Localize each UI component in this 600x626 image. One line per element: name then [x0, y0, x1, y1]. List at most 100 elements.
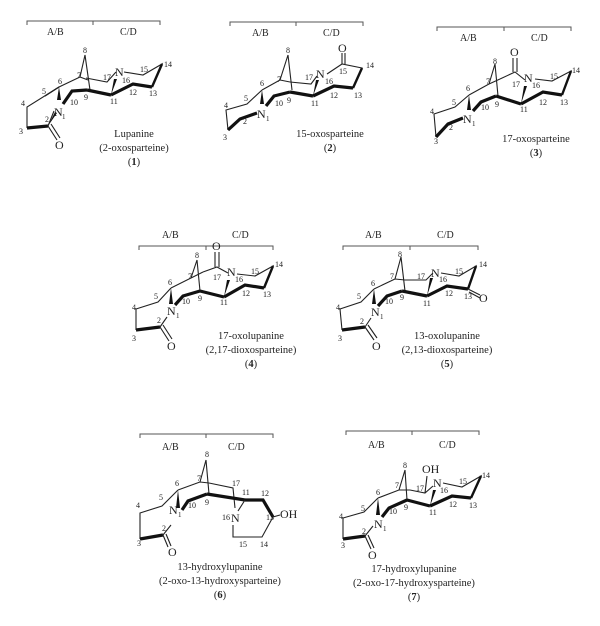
svg-text:8: 8 [493, 57, 497, 66]
compound-3-caption: 17-oxosparteine (3) [502, 134, 570, 159]
svg-text:16: 16 [532, 81, 540, 90]
svg-text:6: 6 [168, 278, 172, 287]
svg-text:6: 6 [466, 84, 470, 93]
svg-text:14: 14 [572, 66, 580, 75]
svg-text:4: 4 [132, 303, 136, 312]
svg-text:1: 1 [176, 312, 180, 320]
svg-text:A/B: A/B [368, 440, 385, 451]
svg-text:10: 10 [70, 98, 78, 107]
svg-text:A/B: A/B [47, 27, 64, 38]
svg-text:5: 5 [159, 493, 163, 502]
svg-text:9: 9 [404, 503, 408, 512]
compound-5-caption: 13-oxolupanine (2,13-dioxosparteine) (5) [401, 331, 493, 370]
svg-text:7: 7 [486, 77, 490, 86]
svg-text:1: 1 [178, 511, 182, 519]
svg-text:C/D: C/D [531, 33, 548, 44]
svg-text:4: 4 [336, 303, 340, 312]
svg-text:1: 1 [383, 525, 387, 533]
svg-text:A/B: A/B [162, 442, 179, 453]
svg-text:C/D: C/D [232, 230, 249, 241]
svg-text:9: 9 [198, 294, 202, 303]
svg-text:14: 14 [479, 260, 487, 269]
svg-text:1: 1 [472, 120, 476, 128]
svg-text:11: 11 [110, 97, 118, 106]
compound-2-caption: 15-oxosparteine (2) [296, 129, 364, 154]
svg-text:5: 5 [357, 292, 361, 301]
svg-text:12: 12 [539, 98, 547, 107]
svg-text:9: 9 [287, 96, 291, 105]
svg-text:N: N [169, 503, 178, 517]
svg-text:12: 12 [449, 500, 457, 509]
svg-text:6: 6 [376, 488, 380, 497]
svg-text:12: 12 [445, 289, 453, 298]
svg-text:12: 12 [261, 489, 269, 498]
svg-text:O: O [368, 548, 377, 562]
compound-6-caption: 13-hydroxylupanine (2-oxo-13-hydroxyspar… [159, 562, 281, 601]
svg-text:7: 7 [77, 71, 81, 80]
svg-text:1: 1 [266, 115, 270, 123]
svg-text:12: 12 [330, 91, 338, 100]
svg-text:1: 1 [62, 113, 66, 121]
svg-text:2: 2 [157, 316, 161, 325]
svg-text:6: 6 [58, 77, 62, 86]
svg-text:10: 10 [275, 99, 283, 108]
svg-text:A/B: A/B [162, 230, 179, 241]
svg-text:N: N [371, 305, 380, 319]
svg-text:O: O [167, 339, 176, 353]
svg-text:10: 10 [182, 297, 190, 306]
svg-text:4: 4 [430, 107, 434, 116]
svg-text:N: N [316, 67, 325, 81]
svg-text:13: 13 [263, 290, 271, 299]
svg-text:15: 15 [339, 67, 347, 76]
svg-text:11: 11 [311, 99, 319, 108]
svg-text:11: 11 [220, 298, 228, 307]
svg-text:3: 3 [338, 334, 342, 343]
svg-text:2: 2 [45, 115, 49, 124]
svg-text:17: 17 [417, 272, 425, 281]
svg-text:13: 13 [354, 91, 362, 100]
svg-text:15: 15 [550, 72, 558, 81]
svg-text:2: 2 [243, 117, 247, 126]
svg-text:14: 14 [164, 60, 172, 69]
svg-text:8: 8 [83, 46, 87, 55]
svg-text:8: 8 [205, 450, 209, 459]
svg-text:13: 13 [469, 501, 477, 510]
svg-text:14: 14 [275, 260, 283, 269]
svg-text:4: 4 [136, 501, 140, 510]
svg-text:17: 17 [232, 479, 240, 488]
compound-4-caption: 17-oxolupanine (2,17-dioxosparteine) (4) [205, 331, 297, 370]
svg-text:C/D: C/D [439, 440, 456, 451]
svg-text:3: 3 [434, 137, 438, 146]
svg-text:16: 16 [222, 513, 230, 522]
svg-text:10: 10 [389, 507, 397, 516]
svg-text:10: 10 [481, 103, 489, 112]
svg-text:C/D: C/D [437, 230, 454, 241]
svg-text:3: 3 [223, 133, 227, 142]
svg-text:6: 6 [371, 279, 375, 288]
svg-text:7: 7 [395, 481, 399, 490]
svg-text:5: 5 [42, 87, 46, 96]
svg-text:N: N [433, 476, 442, 490]
svg-text:14: 14 [260, 540, 268, 549]
svg-text:C/D: C/D [228, 442, 245, 453]
svg-text:3: 3 [341, 541, 345, 550]
svg-text:16: 16 [440, 486, 448, 495]
svg-text:9: 9 [400, 293, 404, 302]
svg-text:O: O [372, 339, 381, 353]
svg-text:9: 9 [495, 100, 499, 109]
svg-text:N: N [227, 265, 236, 279]
svg-text:11: 11 [429, 508, 437, 517]
svg-text:17: 17 [213, 273, 221, 282]
svg-text:10: 10 [188, 501, 196, 510]
svg-text:5: 5 [244, 94, 248, 103]
svg-text:3: 3 [132, 334, 136, 343]
